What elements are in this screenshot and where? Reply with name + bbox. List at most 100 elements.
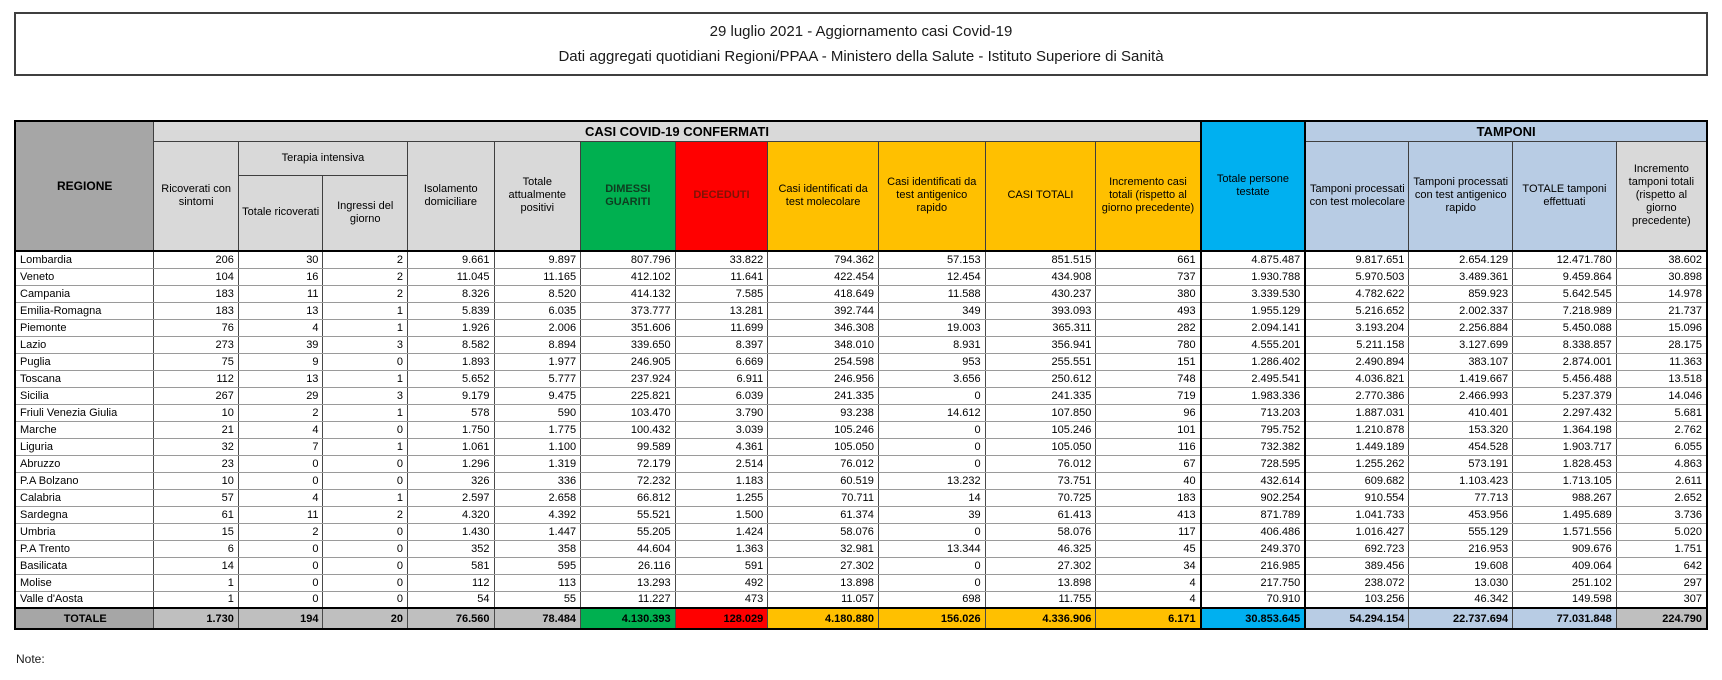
table-row: Emilia-Romagna 183 13 1 5.839 6.035 373.777 13.… bbox=[14, 301, 1708, 320]
total-cell: 224.790 bbox=[1615, 607, 1708, 630]
value-cell: 5.839 bbox=[406, 301, 495, 320]
value-cell: 1.103.423 bbox=[1408, 471, 1514, 490]
value-cell: 75 bbox=[153, 352, 239, 371]
value-cell: 5.681 bbox=[1615, 403, 1708, 422]
value-cell: 8.338.857 bbox=[1512, 335, 1617, 354]
value-cell: 8.582 bbox=[406, 335, 495, 354]
value-cell: 13 bbox=[237, 301, 324, 320]
table-row: Calabria 57 4 1 2.597 2.658 66.812 1.255 70.711 1… bbox=[14, 488, 1708, 507]
value-cell: 28.175 bbox=[1615, 335, 1708, 354]
region-name-cell: Sicilia bbox=[14, 386, 155, 405]
value-cell: 346.308 bbox=[767, 318, 879, 337]
value-cell: 26.116 bbox=[580, 556, 676, 575]
value-cell: 54 bbox=[406, 590, 495, 609]
total-cell: 4.180.880 bbox=[767, 607, 879, 630]
region-name-cell: Calabria bbox=[14, 488, 155, 507]
value-cell: 112 bbox=[153, 369, 239, 388]
value-cell: 6.669 bbox=[674, 352, 769, 371]
value-cell: 383.107 bbox=[1408, 352, 1514, 371]
value-cell: 11.641 bbox=[674, 267, 769, 286]
column-header-tamponi-molecolare: Tamponi processati con test molecolare bbox=[1304, 140, 1410, 252]
value-cell: 909.676 bbox=[1512, 539, 1617, 558]
value-cell: 1.183 bbox=[674, 471, 769, 490]
total-cell: 78.484 bbox=[493, 607, 582, 630]
column-header-incremento-tamponi: Incremento tamponi totali (rispetto al g… bbox=[1615, 140, 1708, 252]
value-cell: 422.454 bbox=[767, 267, 879, 286]
table-row: Liguria 32 7 1 1.061 1.100 99.589 4.361 105.050 0… bbox=[14, 437, 1708, 456]
region-name-cell: Valle d'Aosta bbox=[14, 590, 155, 609]
region-name-cell: Abruzzo bbox=[14, 454, 155, 473]
value-cell: 732.382 bbox=[1199, 437, 1307, 456]
value-cell: 238.072 bbox=[1304, 573, 1410, 592]
value-cell: 0 bbox=[237, 573, 324, 592]
table-body: Lombardia 206 30 2 9.661 9.897 807.796 33.822 79… bbox=[14, 250, 1708, 630]
total-cell: 4.130.393 bbox=[580, 607, 676, 630]
value-cell: 12.454 bbox=[877, 267, 986, 286]
table-row: Sardegna 61 11 2 4.320 4.392 55.521 1.500 61.374… bbox=[14, 505, 1708, 524]
table-row: P.A Trento 6 0 0 352 358 44.604 1.363 32.981 13.3… bbox=[14, 539, 1708, 558]
value-cell: 267 bbox=[153, 386, 239, 405]
value-cell: 3.039 bbox=[674, 420, 769, 439]
value-cell: 661 bbox=[1095, 250, 1202, 269]
value-cell: 14 bbox=[153, 556, 239, 575]
value-cell: 46.325 bbox=[984, 539, 1097, 558]
total-row: TOTALE 1.730 194 20 76.560 78.484 4.130.393 128… bbox=[14, 607, 1708, 630]
value-cell: 780 bbox=[1095, 335, 1202, 354]
value-cell: 21 bbox=[153, 420, 239, 439]
value-cell: 10 bbox=[153, 403, 239, 422]
value-cell: 0 bbox=[877, 573, 986, 592]
value-cell: 13.281 bbox=[674, 301, 769, 320]
value-cell: 389.456 bbox=[1304, 556, 1410, 575]
value-cell: 2.002.337 bbox=[1408, 301, 1514, 320]
total-cell: 77.031.848 bbox=[1512, 607, 1617, 630]
value-cell: 241.335 bbox=[767, 386, 879, 405]
sub-header-row-1: Ricoverati con sintomi Terapia intensiva… bbox=[15, 140, 1708, 252]
value-cell: 57 bbox=[153, 488, 239, 507]
value-cell: 698 bbox=[877, 590, 986, 609]
total-cell: 30.853.645 bbox=[1199, 607, 1307, 630]
value-cell: 2.658 bbox=[493, 488, 582, 507]
value-cell: 113 bbox=[493, 573, 582, 592]
value-cell: 7.218.989 bbox=[1512, 301, 1617, 320]
value-cell: 348.010 bbox=[767, 335, 879, 354]
value-cell: 5.211.158 bbox=[1304, 335, 1410, 354]
value-cell: 4.036.821 bbox=[1304, 369, 1410, 388]
value-cell: 2.495.541 bbox=[1199, 369, 1307, 388]
value-cell: 1.286.402 bbox=[1199, 352, 1307, 371]
region-name-cell: Lombardia bbox=[14, 250, 155, 269]
column-header-casi-totali: CASI TOTALI bbox=[984, 140, 1097, 252]
value-cell: 99.589 bbox=[580, 437, 676, 456]
value-cell: 2 bbox=[237, 522, 324, 541]
value-cell: 14.046 bbox=[1615, 386, 1708, 405]
title-line-source: Dati aggregati quotidiani Regioni/PPAA -… bbox=[558, 48, 1164, 66]
value-cell: 493 bbox=[1095, 301, 1202, 320]
value-cell: 30.898 bbox=[1615, 267, 1708, 286]
region-name-cell: Piemonte bbox=[14, 318, 155, 337]
value-cell: 9.661 bbox=[406, 250, 495, 269]
value-cell: 1.363 bbox=[674, 539, 769, 558]
value-cell: 183 bbox=[1095, 488, 1202, 507]
value-cell: 3 bbox=[322, 386, 408, 405]
value-cell: 11.227 bbox=[580, 590, 676, 609]
value-cell: 72.179 bbox=[580, 454, 676, 473]
value-cell: 1.495.689 bbox=[1512, 505, 1617, 524]
value-cell: 32 bbox=[153, 437, 239, 456]
value-cell: 409.064 bbox=[1512, 556, 1617, 575]
total-cell: 4.336.906 bbox=[984, 607, 1097, 630]
value-cell: 250.612 bbox=[984, 369, 1097, 388]
value-cell: 1.255 bbox=[674, 488, 769, 507]
value-cell: 21.737 bbox=[1615, 301, 1708, 320]
value-cell: 13.344 bbox=[877, 539, 986, 558]
value-cell: 590 bbox=[493, 403, 582, 422]
value-cell: 246.905 bbox=[580, 352, 676, 371]
value-cell: 76 bbox=[153, 318, 239, 337]
value-cell: 1.893 bbox=[406, 352, 495, 371]
value-cell: 66.812 bbox=[580, 488, 676, 507]
value-cell: 1 bbox=[322, 369, 408, 388]
value-cell: 151 bbox=[1095, 352, 1202, 371]
value-cell: 1.041.733 bbox=[1304, 505, 1410, 524]
value-cell: 380 bbox=[1095, 284, 1202, 303]
value-cell: 5.777 bbox=[493, 369, 582, 388]
value-cell: 13.898 bbox=[767, 573, 879, 592]
column-header-attualmente-positivi: Totale attualmente positivi bbox=[493, 140, 582, 252]
